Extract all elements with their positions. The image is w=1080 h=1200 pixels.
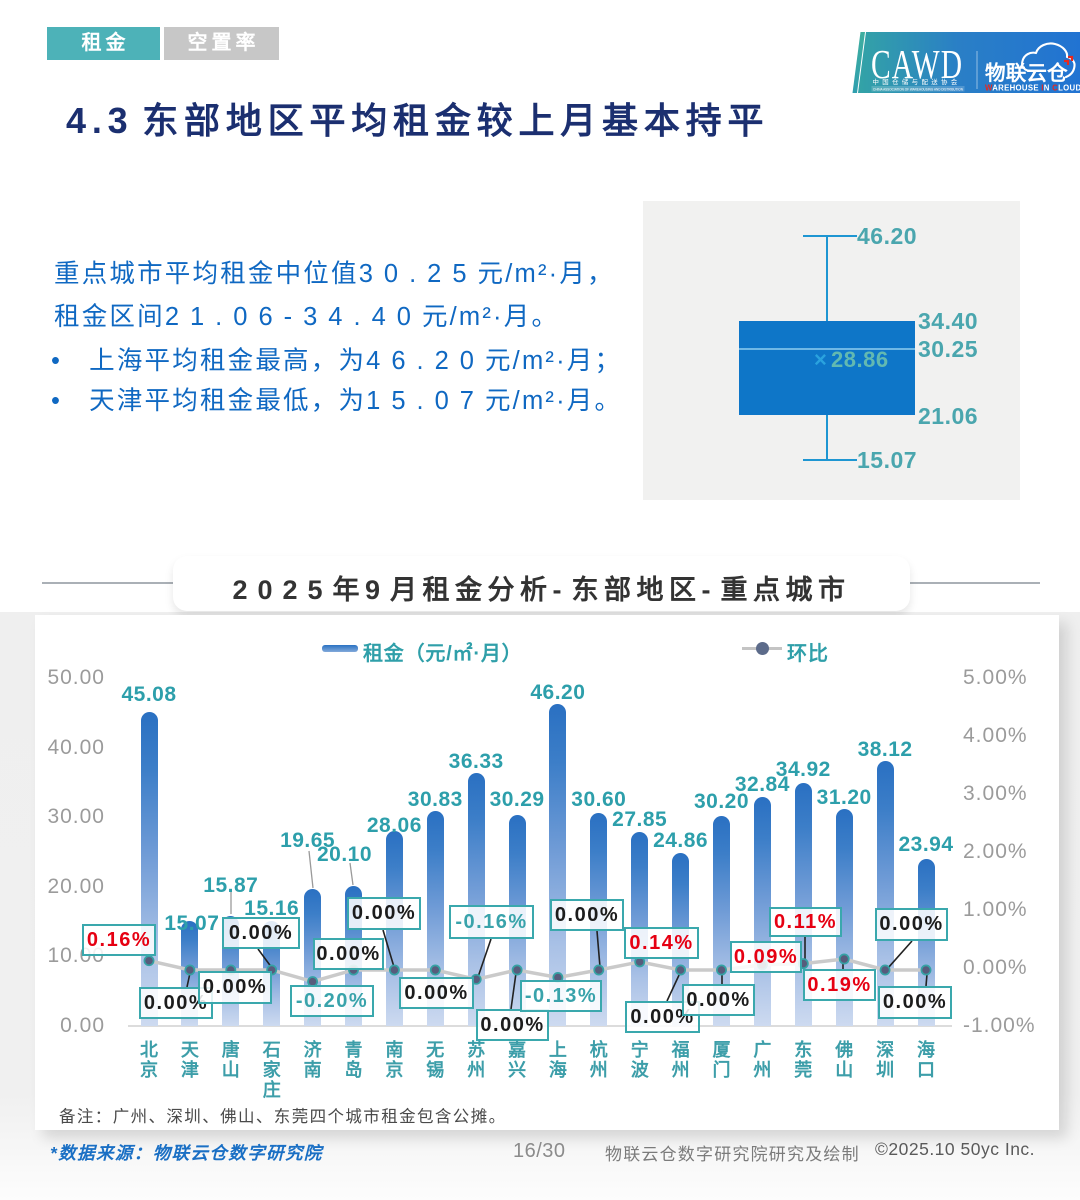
svg-text:物联云仓: 物联云仓 [985, 61, 1068, 85]
svg-text:CAWD: CAWD [871, 41, 963, 87]
svg-text:中国仓储与配送协会: 中国仓储与配送协会 [873, 77, 961, 86]
svg-text:21.06: 21.06 [918, 403, 978, 429]
svg-text:34.40: 34.40 [918, 308, 978, 334]
svg-text:15.07: 15.07 [857, 447, 917, 473]
svg-text:30.25: 30.25 [918, 336, 978, 362]
svg-text:46.20: 46.20 [857, 223, 917, 249]
svg-text:28.86: 28.86 [831, 347, 889, 372]
svg-text:WAREHOUSE IN CLOUD: WAREHOUSE IN CLOUD [985, 84, 1080, 93]
svg-text:×: × [814, 347, 827, 372]
svg-text:CHINA ASSOCIATION OF WAREHOUSI: CHINA ASSOCIATION OF WAREHOUSING AND DIS… [873, 87, 963, 91]
